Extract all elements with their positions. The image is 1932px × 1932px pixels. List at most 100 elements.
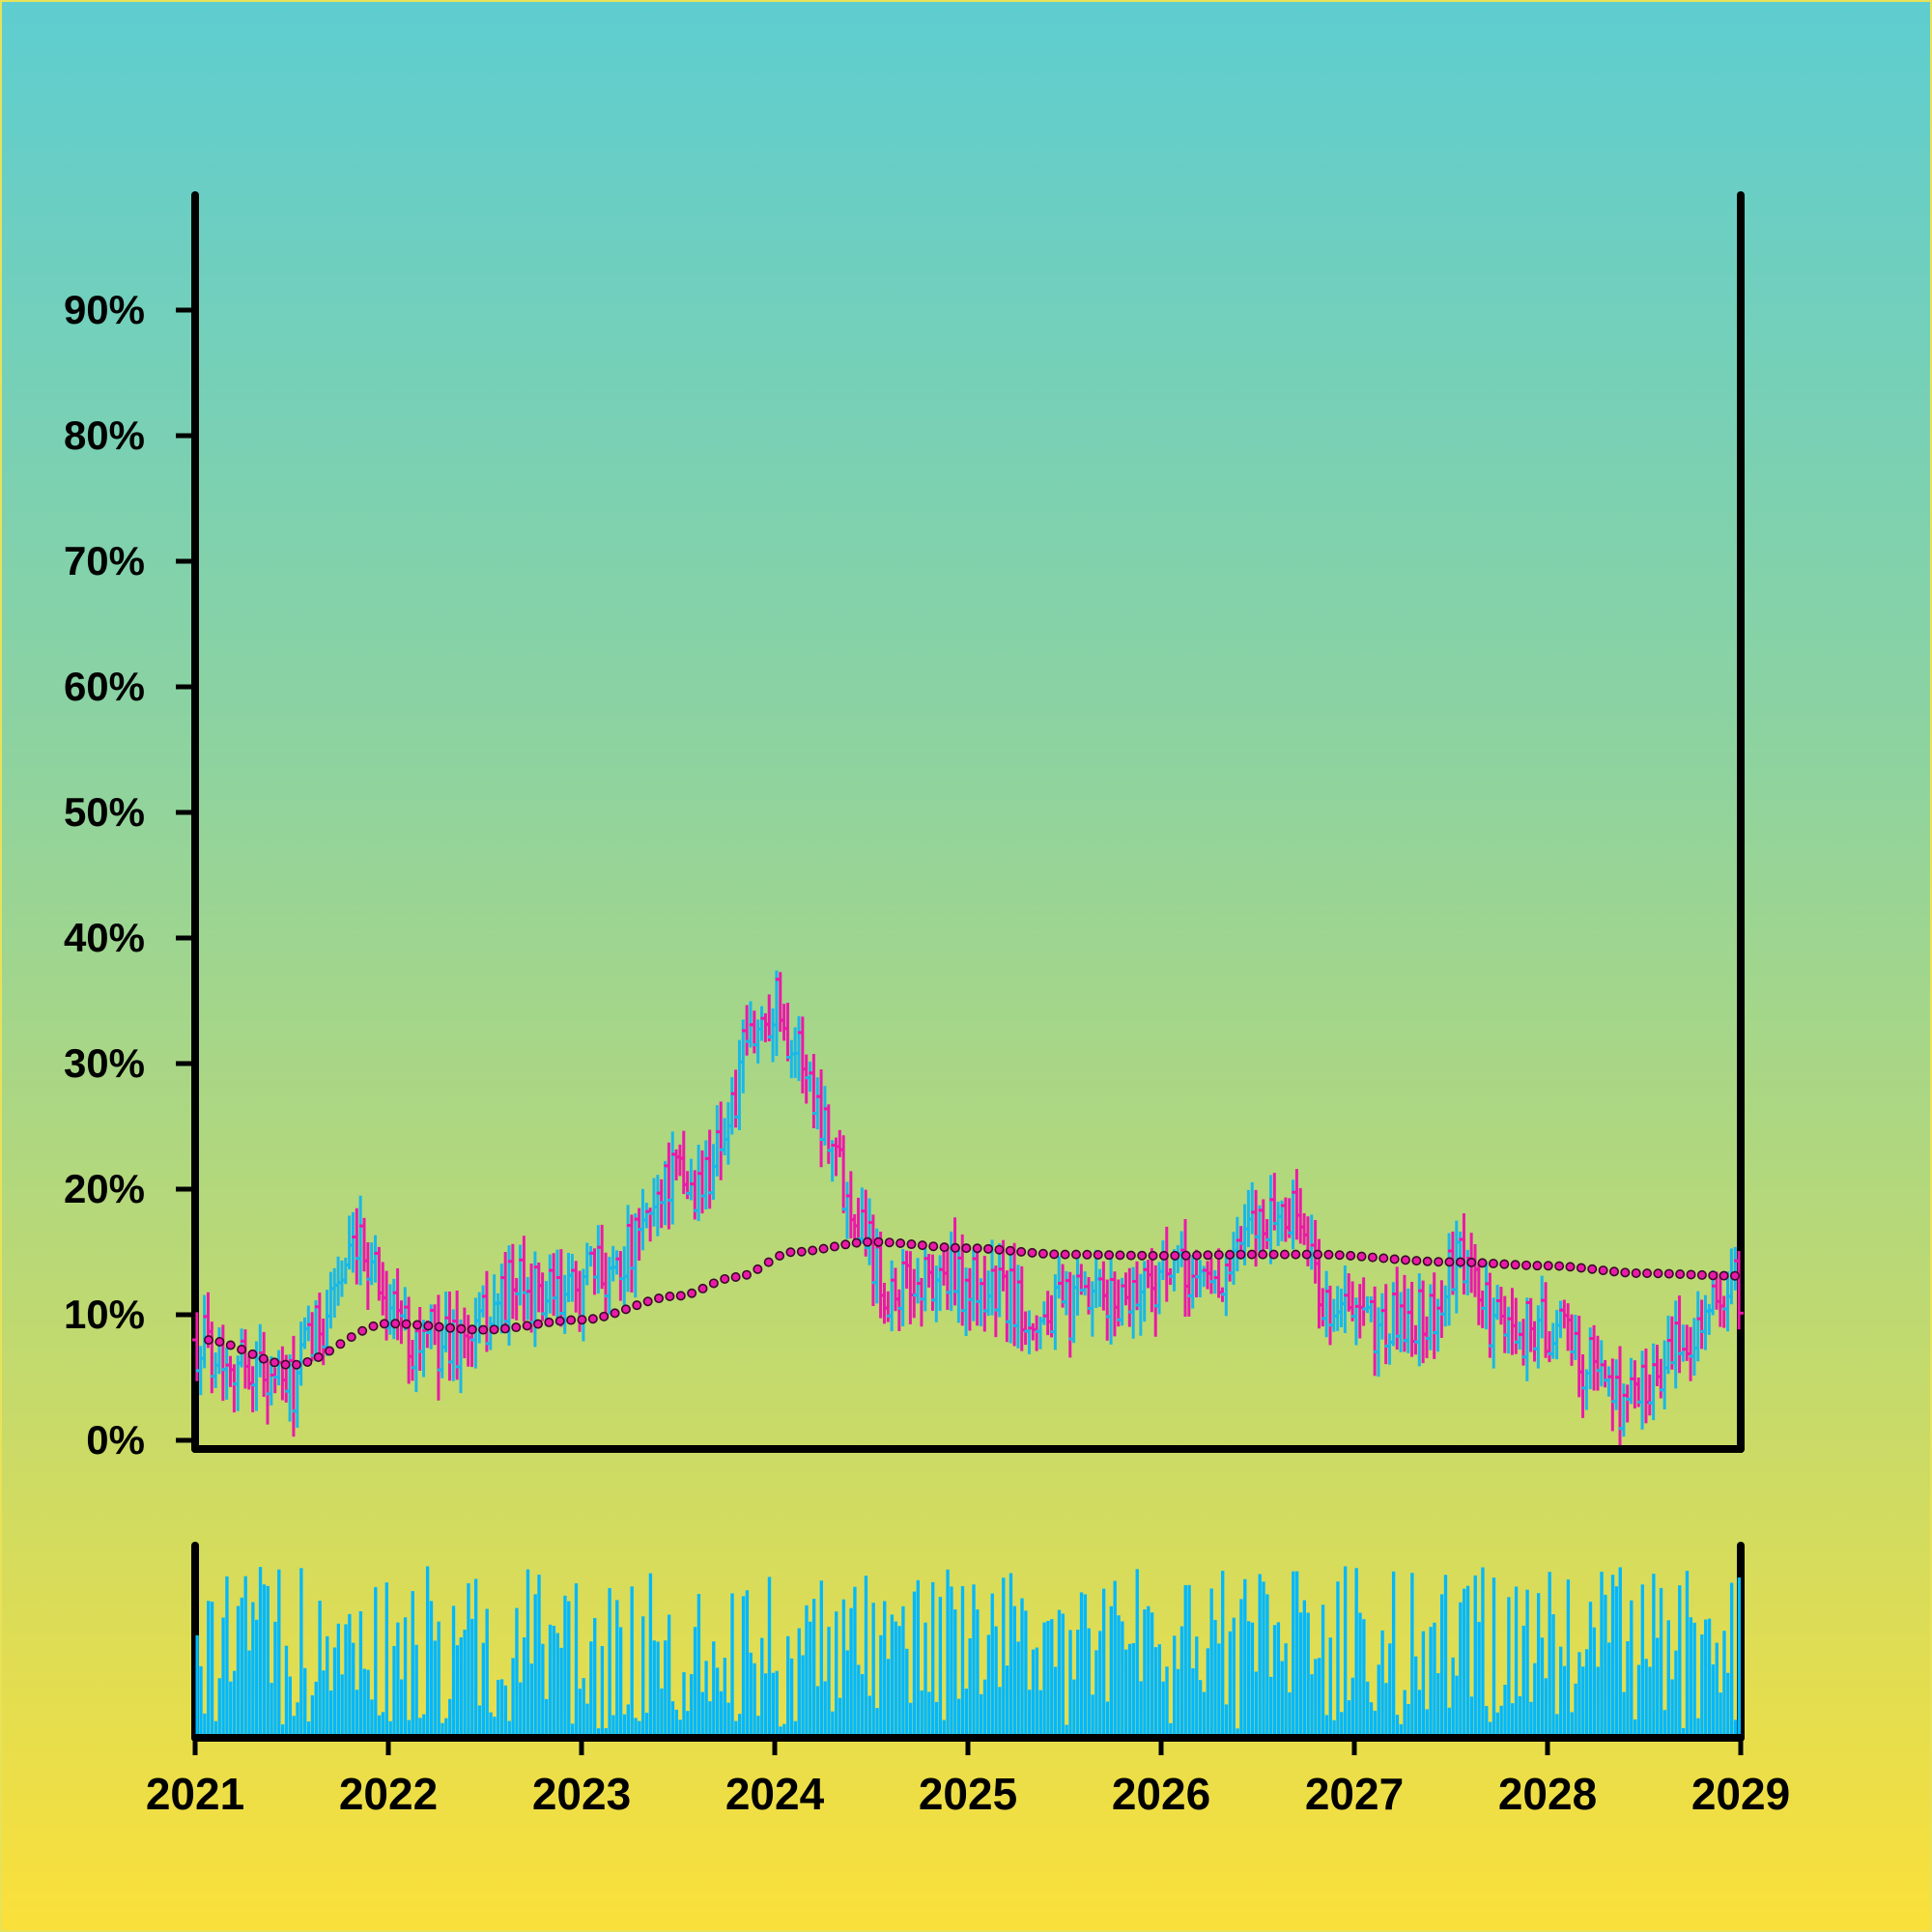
trend-point <box>313 1351 324 1362</box>
trend-point <box>587 1314 598 1324</box>
volume-bar <box>1429 1627 1433 1738</box>
volume-bar <box>1707 1618 1712 1738</box>
volume-bar <box>1042 1622 1046 1738</box>
volume-bar <box>1636 1664 1641 1738</box>
trend-point <box>401 1319 412 1329</box>
volume-bar <box>1121 1621 1124 1738</box>
volume-bar <box>756 1716 760 1738</box>
trend-point <box>1016 1246 1027 1257</box>
volume-bar <box>515 1607 519 1738</box>
volume-bar <box>1280 1661 1284 1738</box>
trend-point <box>1532 1261 1543 1271</box>
trend-point <box>1334 1250 1345 1261</box>
trend-point <box>247 1349 258 1359</box>
volume-bar <box>838 1697 842 1738</box>
volume-bar <box>946 1569 950 1738</box>
trend-point <box>1082 1249 1093 1260</box>
volume-bar <box>805 1605 809 1738</box>
volume-bar <box>1459 1602 1463 1738</box>
trend-point <box>906 1239 917 1250</box>
volume-bar <box>328 1690 333 1738</box>
volume-bar <box>618 1627 623 1738</box>
volume-bar <box>749 1652 753 1738</box>
trend-point <box>1686 1269 1696 1280</box>
volume-bar <box>240 1597 243 1738</box>
volume-bar <box>1101 1588 1106 1738</box>
volume-bar <box>270 1683 273 1738</box>
volume-bar <box>247 1650 251 1738</box>
volume-bar <box>879 1634 883 1738</box>
volume-bar <box>1733 1719 1738 1738</box>
volume-bar <box>1391 1571 1396 1738</box>
volume-bar <box>1113 1580 1117 1738</box>
trend-point <box>687 1288 697 1298</box>
volume-bar <box>1243 1578 1247 1738</box>
volume-bar <box>712 1641 716 1738</box>
volume-bar <box>1633 1719 1637 1738</box>
volume-bar <box>1366 1681 1370 1738</box>
trend-point <box>1323 1249 1334 1260</box>
volume-bar <box>1094 1650 1098 1738</box>
trend-point <box>225 1340 236 1350</box>
volume-bar <box>1276 1622 1281 1738</box>
volume-bar <box>1403 1690 1406 1738</box>
volume-bar <box>336 1623 340 1738</box>
volume-bar <box>407 1719 412 1738</box>
volume-bar <box>280 1724 285 1738</box>
trend-point <box>917 1240 927 1251</box>
volume-bar <box>1443 1575 1448 1738</box>
volume-bar <box>849 1607 853 1738</box>
trend-point <box>368 1321 379 1331</box>
trend-point <box>1543 1261 1553 1271</box>
volume-bar <box>696 1594 701 1738</box>
volume-bar <box>897 1626 901 1738</box>
volume-bar <box>1630 1600 1634 1738</box>
volume-bar <box>414 1644 418 1738</box>
volume-bar <box>793 1720 798 1738</box>
volume-bar <box>886 1659 891 1738</box>
trend-point <box>642 1296 653 1307</box>
volume-bar <box>753 1662 756 1738</box>
y-tick-label: 30% <box>64 1040 145 1086</box>
volume-bar <box>1656 1637 1660 1738</box>
volume-bar <box>1217 1643 1221 1738</box>
volume-bar <box>730 1593 734 1738</box>
volume-bar <box>982 1679 987 1738</box>
volume-bar <box>912 1591 917 1738</box>
trend-point <box>1125 1250 1136 1261</box>
volume-bar <box>582 1678 585 1738</box>
volume-bar <box>738 1714 742 1738</box>
volume-bar <box>934 1701 939 1738</box>
trend-point <box>1466 1257 1477 1267</box>
volume-bar <box>370 1699 374 1738</box>
trend-point <box>818 1243 829 1254</box>
volume-bar <box>210 1602 214 1738</box>
volume-bar <box>693 1627 697 1738</box>
volume-bar <box>1485 1706 1489 1738</box>
volume-bar <box>555 1633 559 1738</box>
volume-bar <box>563 1595 567 1738</box>
volume-bar <box>489 1712 493 1738</box>
volume-bar <box>670 1701 675 1738</box>
trend-point <box>741 1269 752 1280</box>
trend-point <box>237 1345 247 1355</box>
trend-point <box>708 1278 719 1289</box>
trend-point <box>1213 1250 1224 1261</box>
volume-bar <box>1533 1662 1537 1738</box>
volume-bar <box>451 1605 456 1738</box>
trend-point <box>499 1323 510 1334</box>
volume-bar <box>266 1585 270 1738</box>
volume-bar <box>1373 1710 1378 1738</box>
trend-point <box>1598 1265 1608 1276</box>
volume-bar <box>1421 1631 1426 1738</box>
volume-bar <box>1153 1647 1158 1738</box>
y-tick-label: 40% <box>64 915 145 960</box>
volume-bar <box>526 1569 530 1738</box>
volume-bar <box>596 1728 601 1738</box>
volume-bar <box>652 1640 656 1738</box>
trend-point <box>554 1316 565 1326</box>
trend-point <box>675 1291 686 1301</box>
volume-bar <box>1016 1641 1020 1738</box>
trend-point <box>1587 1264 1598 1274</box>
